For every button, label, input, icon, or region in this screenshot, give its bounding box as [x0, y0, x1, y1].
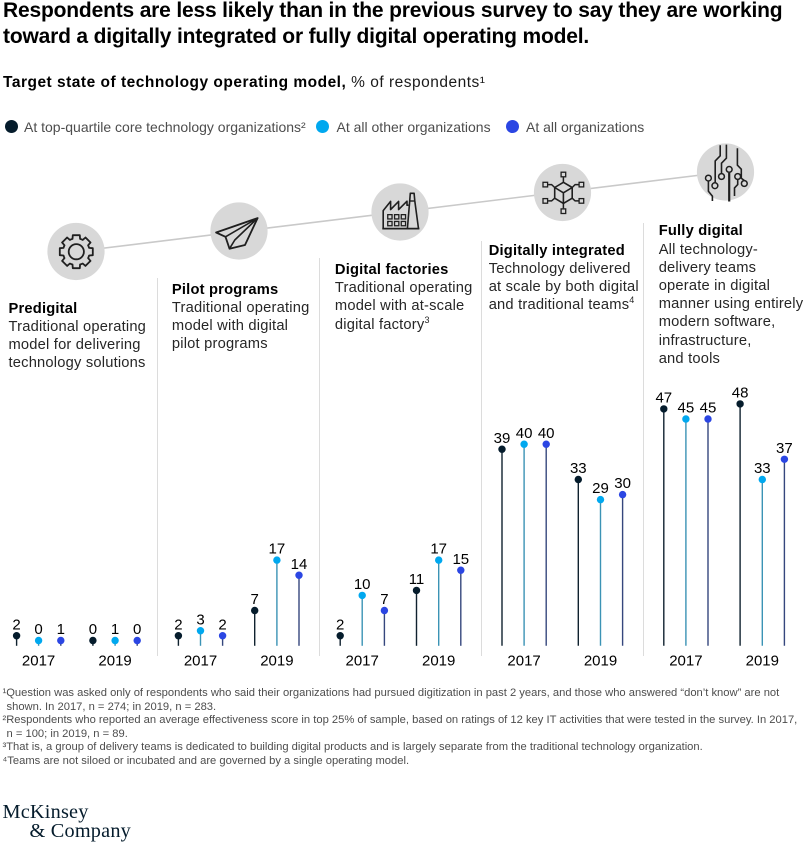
svg-text:1: 1: [111, 621, 119, 638]
svg-text:2: 2: [12, 616, 20, 633]
svg-text:0: 0: [34, 621, 42, 638]
svg-text:2017: 2017: [346, 653, 379, 670]
svg-text:45: 45: [678, 400, 695, 417]
svg-text:2: 2: [336, 616, 344, 633]
svg-text:47: 47: [655, 390, 672, 407]
svg-text:45: 45: [700, 400, 717, 417]
svg-text:39: 39: [494, 430, 511, 447]
svg-text:30: 30: [614, 475, 631, 492]
svg-text:29: 29: [592, 480, 609, 497]
svg-text:17: 17: [269, 541, 286, 558]
svg-text:2019: 2019: [422, 653, 455, 670]
svg-text:2: 2: [218, 616, 226, 633]
svg-text:2: 2: [174, 616, 182, 633]
svg-text:7: 7: [380, 591, 388, 608]
svg-text:2019: 2019: [98, 653, 131, 670]
svg-text:2019: 2019: [260, 653, 293, 670]
svg-text:10: 10: [354, 576, 371, 593]
svg-text:1: 1: [57, 621, 65, 638]
svg-text:33: 33: [754, 460, 771, 477]
svg-text:48: 48: [732, 385, 749, 402]
svg-text:2017: 2017: [184, 653, 217, 670]
svg-text:2019: 2019: [584, 653, 617, 670]
svg-text:0: 0: [133, 621, 141, 638]
svg-text:15: 15: [452, 551, 469, 568]
svg-text:2017: 2017: [669, 653, 702, 670]
svg-text:2017: 2017: [22, 653, 55, 670]
svg-text:2019: 2019: [746, 653, 779, 670]
svg-text:40: 40: [538, 425, 555, 442]
svg-text:0: 0: [89, 621, 97, 638]
svg-text:7: 7: [251, 591, 259, 608]
svg-text:37: 37: [776, 440, 793, 457]
svg-text:14: 14: [291, 556, 308, 573]
svg-text:33: 33: [570, 460, 587, 477]
svg-text:3: 3: [196, 611, 204, 628]
svg-text:11: 11: [409, 571, 425, 588]
svg-text:40: 40: [516, 425, 533, 442]
svg-text:2017: 2017: [507, 653, 540, 670]
svg-text:17: 17: [430, 541, 447, 558]
